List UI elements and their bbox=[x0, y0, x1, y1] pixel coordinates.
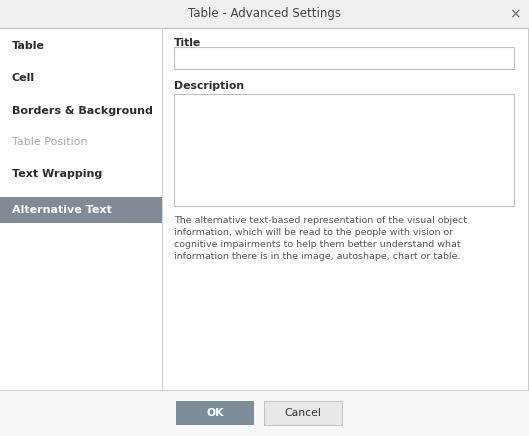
Bar bbox=[174, 94, 514, 206]
Bar bbox=[0, 0, 529, 28]
Bar bbox=[0, 28, 162, 390]
Text: Alternative Text: Alternative Text bbox=[12, 205, 112, 215]
Text: Table Position: Table Position bbox=[12, 137, 88, 147]
Text: Borders & Background: Borders & Background bbox=[12, 106, 153, 116]
Text: Table - Advanced Settings: Table - Advanced Settings bbox=[188, 7, 341, 20]
Text: Text Wrapping: Text Wrapping bbox=[12, 169, 102, 179]
Text: Title: Title bbox=[174, 38, 201, 48]
Bar bbox=[174, 47, 514, 69]
Bar bbox=[264, 401, 342, 425]
Text: OK: OK bbox=[206, 408, 224, 418]
Text: Cell: Cell bbox=[12, 73, 35, 83]
Bar bbox=[176, 401, 254, 425]
Text: Table: Table bbox=[12, 41, 45, 51]
Bar bbox=[0, 390, 529, 436]
Text: Description: Description bbox=[174, 81, 244, 91]
Text: Cancel: Cancel bbox=[285, 408, 322, 418]
Text: information, which will be read to the people with vision or: information, which will be read to the p… bbox=[174, 228, 453, 237]
Bar bbox=[0, 197, 162, 223]
Text: cognitive impairments to help them better understand what: cognitive impairments to help them bette… bbox=[174, 240, 461, 249]
Text: The alternative text-based representation of the visual object: The alternative text-based representatio… bbox=[174, 216, 467, 225]
Text: ×: × bbox=[509, 7, 521, 21]
Text: information there is in the image, autoshape, chart or table.: information there is in the image, autos… bbox=[174, 252, 461, 261]
